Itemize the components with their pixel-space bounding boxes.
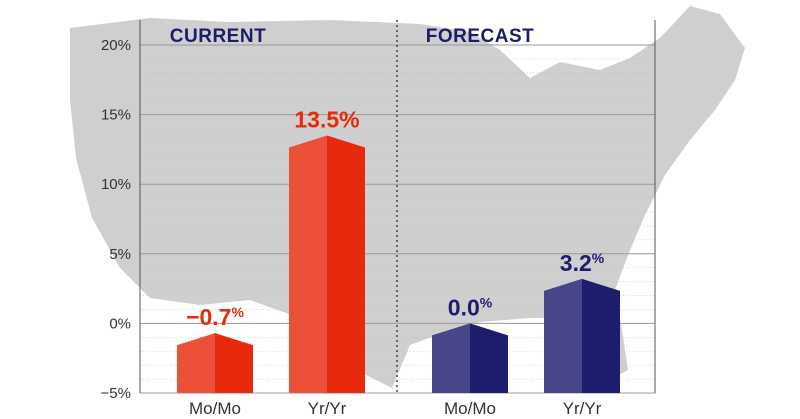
- bar-right-face: [327, 135, 365, 394]
- panel-title: FORECAST: [426, 26, 535, 47]
- bar-right-face: [215, 333, 253, 393]
- bar-left-face: [432, 323, 470, 393]
- data-label: 0.0%: [448, 294, 493, 320]
- data-label: 13.5%: [294, 106, 359, 132]
- bar-left-face: [177, 333, 215, 393]
- category-label: Yr/Yr: [563, 399, 602, 418]
- panel-title: CURRENT: [170, 26, 266, 47]
- y-tick-label: 0%: [109, 315, 131, 332]
- y-tick-label: 10%: [101, 176, 131, 193]
- category-label: Yr/Yr: [308, 399, 347, 418]
- y-tick-label: 20%: [101, 37, 131, 54]
- data-label: −0.7%: [186, 304, 244, 330]
- data-label: 3.2%: [560, 250, 605, 276]
- y-tick-label: −5%: [101, 385, 131, 402]
- y-tick-label: 5%: [109, 246, 131, 263]
- us-map-silhouette: [70, 6, 745, 388]
- bar-right-face: [582, 278, 620, 393]
- bar-right-face: [470, 323, 508, 393]
- category-label: Mo/Mo: [444, 399, 496, 418]
- category-label: Mo/Mo: [189, 399, 241, 418]
- y-tick-label: 15%: [101, 107, 131, 124]
- bar-left-face: [289, 135, 327, 394]
- bar-left-face: [544, 278, 582, 393]
